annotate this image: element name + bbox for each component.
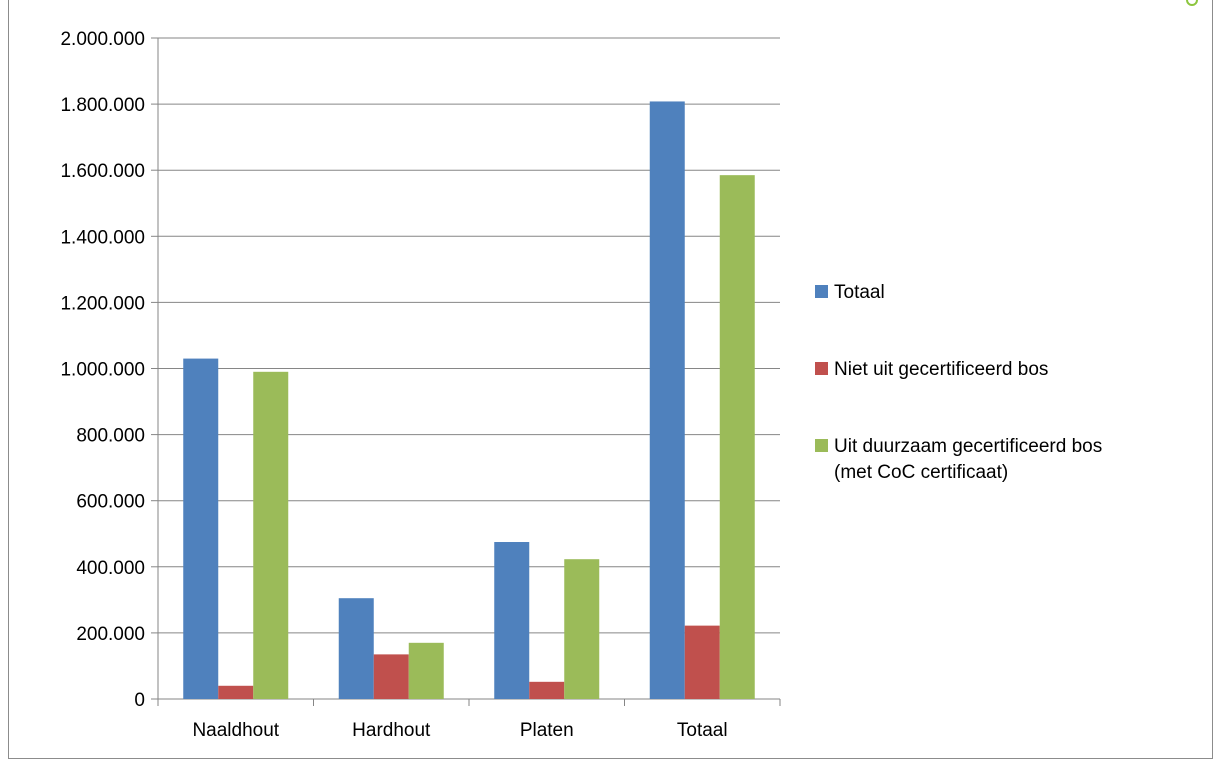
bar-totaal-series-2 [719,175,755,700]
bar-naaldhout-series-0 [183,358,219,699]
y-tick-label: 0 [134,690,145,711]
legend-swatch [815,439,828,452]
bar-totaal-series-1 [684,625,720,699]
bar-naaldhout-series-1 [218,685,254,699]
corner-accent-icon [1186,0,1198,6]
y-tick-label: 400.000 [76,558,145,579]
y-tick-label: 2.000.000 [60,29,145,50]
axes [151,37,781,706]
gridlines [158,37,780,634]
y-tick-label: 200.000 [76,624,145,645]
bars [183,101,755,700]
bar-hardhout-series-2 [408,642,444,699]
legend: Totaal Niet uit gecertificeerd bos Uit duu… [815,282,1102,483]
legend-label: Uit duurzaam gecertificeerd bos (met CoC … [834,436,1102,483]
legend-label: Niet uit gecertificeerd bos [834,359,1048,380]
x-category-label: Hardhout [352,720,431,741]
legend-swatch [815,285,828,298]
legend-swatch [815,362,828,375]
legend-label: Totaal [834,282,885,303]
bar-totaal-series-0 [649,101,685,700]
x-category-label: Platen [520,720,574,741]
x-category-label: Totaal [677,720,728,741]
y-tick-label: 1.200.000 [60,293,145,314]
chart-frame [8,0,1213,759]
y-tick-label: 1.400.000 [60,227,145,248]
bar-naaldhout-series-2 [253,371,289,699]
y-tick-label: 1.800.000 [60,95,145,116]
x-category-label: Naaldhout [192,720,279,741]
bar-platen-series-0 [494,542,530,699]
y-tick-label: 1.600.000 [60,161,145,182]
y-tick-label: 600.000 [76,492,145,513]
bar-hardhout-series-0 [338,598,374,699]
bar-hardhout-series-1 [373,654,409,699]
bar-platen-series-2 [564,559,600,699]
y-tick-label: 1.000.000 [60,360,145,381]
axis-labels: 0 200.000 400.000 600.000 800.000 1.000.000 1.… [60,29,727,741]
y-tick-label: 800.000 [76,426,145,447]
bar-platen-series-1 [529,681,565,699]
